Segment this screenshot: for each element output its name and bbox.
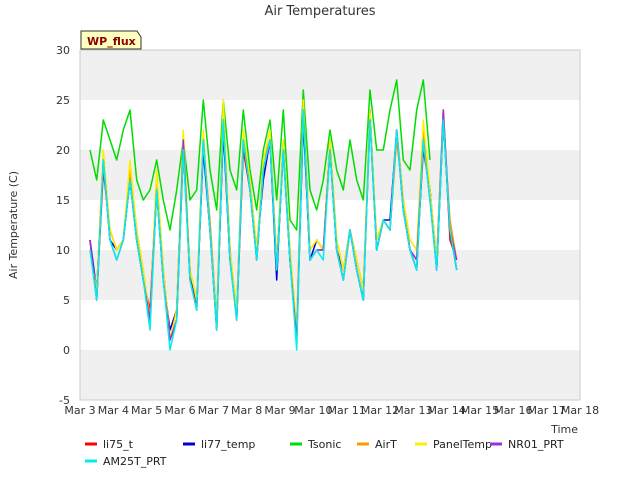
- x-tick-label: Mar 6: [164, 404, 195, 417]
- legend-label: li75_t: [103, 438, 134, 451]
- x-tick-label: Mar 17: [528, 404, 566, 417]
- y-tick-label: 25: [56, 94, 70, 107]
- x-tick-label: Mar 18: [561, 404, 599, 417]
- legend-item: Tsonic: [290, 438, 341, 451]
- legend-item: AM25T_PRT: [85, 455, 167, 468]
- y-tick-label: 20: [56, 144, 70, 157]
- site-tag-label: WP_flux: [87, 35, 136, 48]
- legend-item: NR01_PRT: [490, 438, 564, 451]
- x-tick-label: Mar 3: [64, 404, 95, 417]
- x-tick-label: Mar 11: [328, 404, 366, 417]
- x-tick-label: Mar 5: [131, 404, 162, 417]
- x-axis-label: Time: [550, 423, 578, 436]
- series-line-am25t-prt: [89, 109, 458, 351]
- legend-item: AirT: [357, 438, 397, 451]
- legend-label: AM25T_PRT: [103, 455, 167, 468]
- x-tick-label: Mar 13: [394, 404, 432, 417]
- x-tick-label: Mar 10: [294, 404, 332, 417]
- x-tick-label: Mar 4: [98, 404, 129, 417]
- chart-title: Air Temperatures: [264, 4, 375, 19]
- x-tick-label: Mar 14: [428, 404, 466, 417]
- legend: li75_t li77_temp Tsonic AirT PanelTemp NR01_P…: [85, 438, 564, 468]
- x-tick-label: Mar 16: [494, 404, 532, 417]
- y-tick-label: -5: [59, 394, 70, 407]
- x-tick-label: Mar 12: [361, 404, 399, 417]
- y-tick-label: 0: [63, 344, 70, 357]
- grid-band: [80, 50, 580, 100]
- legend-label: NR01_PRT: [508, 438, 564, 451]
- x-tick-label: Mar 9: [264, 404, 295, 417]
- site-tag: WP_flux: [80, 30, 142, 50]
- site-tag-box: [80, 30, 142, 50]
- x-tick-label: Mar 8: [231, 404, 262, 417]
- y-tick-label: 30: [56, 44, 70, 57]
- y-tick-label: 15: [56, 194, 70, 207]
- legend-label: Tsonic: [307, 438, 341, 451]
- legend-label: PanelTemp: [433, 438, 492, 451]
- x-tick-label: Mar 15: [461, 404, 499, 417]
- grid-bands: [80, 50, 580, 400]
- grid-band: [80, 250, 580, 300]
- series-line-tsonic: [89, 79, 431, 231]
- y-axis-label: Air Temperature (C): [7, 171, 20, 279]
- legend-item: PanelTemp: [415, 438, 492, 451]
- y-tick-label: 5: [63, 294, 70, 307]
- plot-frame: [79, 49, 581, 401]
- legend-item: li75_t: [85, 438, 134, 451]
- grid-band: [80, 350, 580, 400]
- x-tick-label: Mar 7: [198, 404, 229, 417]
- series-lines: [89, 79, 458, 351]
- legend-item: li77_temp: [183, 438, 255, 451]
- legend-label: li77_temp: [201, 438, 255, 451]
- legend-label: AirT: [375, 438, 397, 451]
- y-tick-label: 10: [56, 244, 70, 257]
- y-axis: -5 0 5 10 15 20 25 30: [56, 44, 70, 407]
